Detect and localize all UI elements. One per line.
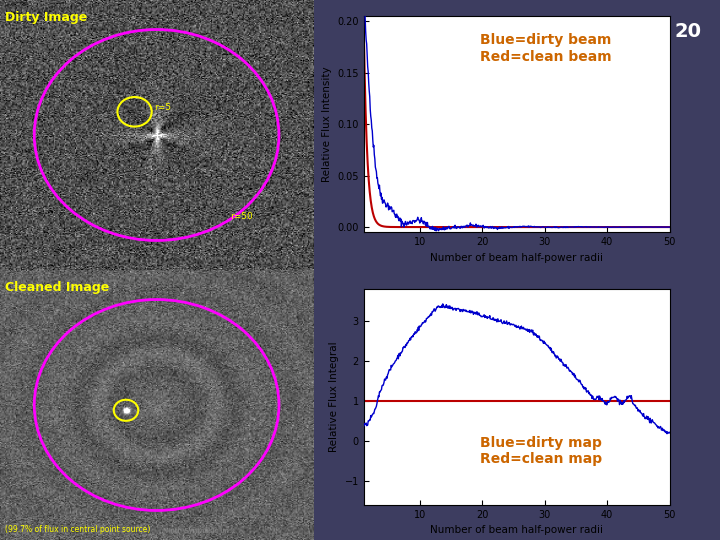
Text: 20: 20 <box>675 22 702 40</box>
Text: Dirty Image: Dirty Image <box>5 11 87 24</box>
Text: Ninth Synthesis Im...: Ninth Synthesis Im... <box>163 528 235 534</box>
Text: Blue=dirty map
Red=clean map: Blue=dirty map Red=clean map <box>480 436 602 466</box>
Y-axis label: Relative Flux Intensity: Relative Flux Intensity <box>322 66 332 182</box>
Text: Cleaned Image: Cleaned Image <box>5 281 109 294</box>
Y-axis label: Relative Flux Integral: Relative Flux Integral <box>329 342 339 452</box>
X-axis label: Number of beam half-power radii: Number of beam half-power radii <box>430 253 603 262</box>
Text: r=50: r=50 <box>230 212 253 221</box>
Text: (99.7% of flux in central point source): (99.7% of flux in central point source) <box>5 525 150 534</box>
X-axis label: Number of beam half-power radii: Number of beam half-power radii <box>430 525 603 535</box>
Text: r=5: r=5 <box>154 103 171 112</box>
Text: Blue=dirty beam
Red=clean beam: Blue=dirty beam Red=clean beam <box>480 33 611 64</box>
